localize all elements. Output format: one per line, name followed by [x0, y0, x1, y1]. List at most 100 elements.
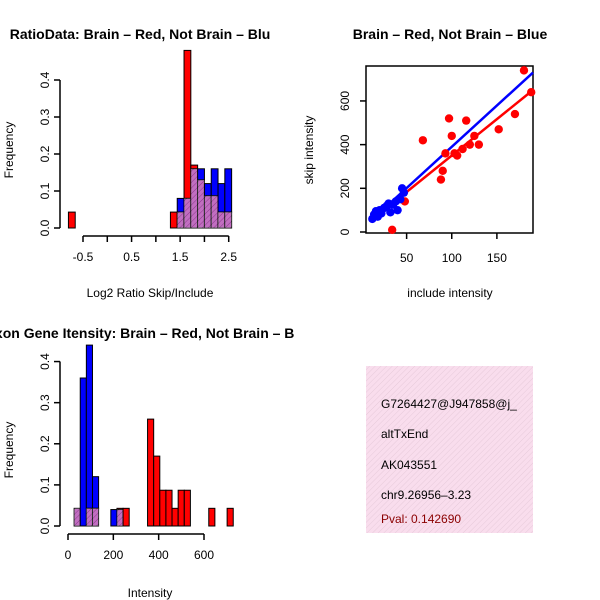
info-accession: AK043551 [381, 458, 437, 472]
ratio-bar [217, 183, 226, 213]
info-event-id: G7264427@J947858@j_ [381, 397, 517, 411]
scatter-point-red [526, 88, 536, 97]
scatter-y-tick-label: 200 [338, 178, 352, 198]
scatter-point-red [436, 175, 446, 184]
ratio-overlap-hatch [177, 212, 185, 228]
intensity-y-tick-label: 0.1 [38, 476, 52, 493]
scatter-point-red [458, 144, 467, 154]
ratio-bar [67, 211, 76, 229]
scatter-y-axis-label: skip intensity [302, 116, 316, 185]
intensity-x-tick-label: 0 [65, 548, 72, 562]
intensity-x-tick-label: 600 [194, 548, 214, 562]
scatter-point-blue [386, 208, 395, 217]
ratio-bar [190, 164, 199, 170]
ratio-overlap-hatch [190, 168, 198, 228]
ratio-bar [169, 211, 178, 229]
intensity-bar [171, 507, 179, 527]
intensity-y-tick-label: 0.3 [38, 394, 52, 411]
ratio-y-tick-label: 0.4 [38, 71, 52, 88]
ratio-y-tick-label: 0.3 [38, 108, 52, 125]
ratio-x-axis-label: Log2 Ratio Skip/Include [87, 286, 214, 300]
scatter-y-tick-label: 600 [338, 91, 352, 111]
ratio-overlap-hatch [211, 195, 219, 228]
ratio-bar [176, 197, 185, 213]
intensity-x-axis-label: Intensity [128, 586, 173, 600]
ratio-overlap-hatch [197, 179, 205, 228]
ratio-chart-title: RatioData: Brain – Red, Not Brain – Blu [10, 26, 271, 42]
scatter-point-blue [396, 195, 405, 204]
ratio-overlap-hatch [218, 212, 225, 228]
intensity-scatter-plot: Brain – Red, Not Brain – Blue 50 100 150 0 2… [302, 26, 547, 300]
intensity-bar [147, 418, 155, 527]
ratio-x-tick-label: 0.5 [123, 250, 140, 264]
intensity-x-tick-label: 200 [103, 548, 123, 562]
scatter-point-red [452, 151, 462, 160]
intensity-overlap-hatch [86, 508, 93, 526]
intensity-overlap-hatch [116, 509, 124, 526]
scatter-x-axis-label: include intensity [407, 286, 492, 300]
intensity-bar [122, 507, 130, 527]
info-panel: G7264427@J947858@j_ altTxEnd AK043551 ch… [366, 366, 533, 533]
scatter-point-red [465, 140, 475, 149]
scatter-point-red [519, 66, 529, 75]
info-pval: Pval: 0.142690 [381, 512, 461, 526]
ratio-x-tick-label: 2.5 [220, 250, 237, 264]
scatter-point-red [470, 131, 479, 141]
intensity-chart-title: Exon Gene Itensity: Brain – Red, Not Bra… [0, 325, 294, 341]
scatter-point-blue [399, 188, 409, 197]
intensity-y-tick-label: 0.4 [38, 353, 52, 370]
scatter-x-tick-label: 150 [487, 251, 507, 265]
scatter-point-red [494, 125, 503, 134]
intensity-bar [183, 489, 191, 527]
info-event-type: altTxEnd [381, 427, 428, 441]
intensity-bar [91, 476, 100, 509]
intensity-y-axis-label: Frequency [2, 422, 16, 479]
intensity-bar [177, 489, 185, 527]
ratio-overlap-hatch [224, 212, 232, 228]
info-panel-hatching [366, 366, 533, 533]
intensity-bar [79, 377, 87, 527]
scatter-point-red [418, 136, 428, 145]
scatter-chart-title: Brain – Red, Not Brain – Blue [353, 26, 548, 42]
intensity-histogram: Exon Gene Itensity: Brain – Red, Not Bra… [0, 325, 294, 600]
ratio-overlap-hatch [204, 195, 212, 228]
scatter-point-red [474, 140, 484, 149]
scatter-y-tick-label: 0 [338, 228, 352, 235]
ratio-x-tick-label: 1.5 [172, 250, 189, 264]
intensity-y-tick-label: 0.0 [38, 517, 52, 534]
scatter-plot-box [365, 65, 534, 234]
scatter-point-red [441, 149, 450, 158]
scatter-y-tick-label: 400 [338, 134, 352, 154]
intensity-y-tick-label: 0.2 [38, 435, 52, 452]
ratio-y-tick-label: 0.1 [38, 182, 52, 199]
ratio-y-axis-label: Frequency [2, 122, 16, 179]
intensity-bar [85, 344, 93, 509]
ratio-overlap-hatch [184, 198, 191, 228]
scatter-point-red [510, 109, 520, 119]
scatter-point-red [462, 116, 471, 125]
ratio-bar [197, 168, 205, 181]
intensity-bar [110, 509, 118, 527]
intensity-bar [208, 507, 216, 527]
ratio-bar [224, 168, 233, 213]
scatter-point-red [438, 166, 447, 176]
ratio-bar [183, 49, 192, 199]
ratio-bar [210, 168, 219, 197]
scatter-point-red [447, 131, 456, 141]
scatter-point-red [444, 114, 454, 123]
ratio-y-tick-label: 0.0 [38, 219, 52, 236]
intensity-bar [159, 489, 167, 527]
scatter-point-red [387, 225, 397, 235]
ratio-x-tick-label: -0.5 [73, 250, 94, 264]
scatter-x-tick-label: 50 [400, 251, 414, 265]
info-location: chr9.26956–3.23 [381, 488, 471, 502]
scatter-point-blue [393, 205, 402, 215]
intensity-bar [226, 507, 234, 527]
intensity-overlap-hatch [92, 508, 99, 526]
ratio-y-tick-label: 0.2 [38, 145, 52, 162]
scatter-x-tick-label: 100 [442, 251, 462, 265]
intensity-x-tick-label: 400 [149, 548, 169, 562]
intensity-bar [165, 489, 173, 527]
ratio-histogram: RatioData: Brain – Red, Not Brain – Blu … [2, 26, 270, 300]
